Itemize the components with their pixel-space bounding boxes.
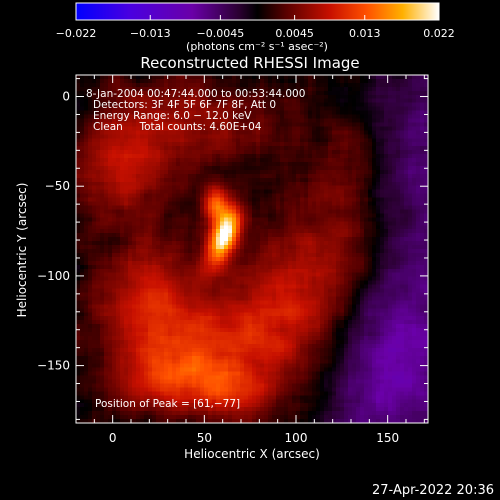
colorbar-tick-label: −0.022 xyxy=(56,27,97,40)
colorbar-tick-label: −0.013 xyxy=(130,27,171,40)
annotation-energy-range: Energy Range: 6.0 − 12.0 keV xyxy=(93,110,252,122)
colorbar-ticks: −0.022 −0.013 −0.0045 0.0045 0.013 0.022 xyxy=(56,15,455,40)
y-tick-label: −150 xyxy=(37,359,70,373)
footer-timestamp: 27-Apr-2022 20:36 xyxy=(372,483,494,498)
colorbar-tick-label: −0.0045 xyxy=(197,27,245,40)
x-tick-label: 100 xyxy=(285,431,308,445)
annotation-time-range: 8-Jan-2004 00:47:44.000 to 00:53:44.000 xyxy=(86,88,305,100)
y-tick-label: −50 xyxy=(45,179,70,193)
colorbar xyxy=(75,2,440,21)
annotation-clean-counts: Clean Total counts: 4.60E+04 xyxy=(93,121,262,133)
x-tick-label: 50 xyxy=(197,431,212,445)
y-tick-label: 0 xyxy=(62,90,70,104)
y-axis-label: Heliocentric Y (arcsec) xyxy=(15,183,29,318)
x-tick-label: 150 xyxy=(376,431,399,445)
y-axis-ticks: 0 −50 −100 −150 xyxy=(37,78,428,420)
chart-title: Reconstructed RHESSI Image xyxy=(140,54,359,72)
y-tick-label: −100 xyxy=(37,269,70,283)
annotation-detectors: Detectors: 3F 4F 5F 6F 7F 8F, Att 0 xyxy=(93,99,276,111)
plot-frame xyxy=(75,74,429,424)
colorbar-units-label: (photons cm⁻² s⁻¹ asec⁻²) xyxy=(186,40,328,53)
x-axis-label: Heliocentric X (arcsec) xyxy=(184,447,320,461)
peak-position-label: Position of Peak = [61,−77] xyxy=(95,398,240,410)
colorbar-tick-label: 0.022 xyxy=(423,27,455,40)
heatmap-image xyxy=(76,75,428,423)
colorbar-tick-label: 0.0045 xyxy=(275,27,314,40)
x-axis-ticks: 0 50 100 150 xyxy=(93,75,425,445)
x-tick-label: 0 xyxy=(109,431,117,445)
colorbar-tick-label: 0.013 xyxy=(349,27,381,40)
